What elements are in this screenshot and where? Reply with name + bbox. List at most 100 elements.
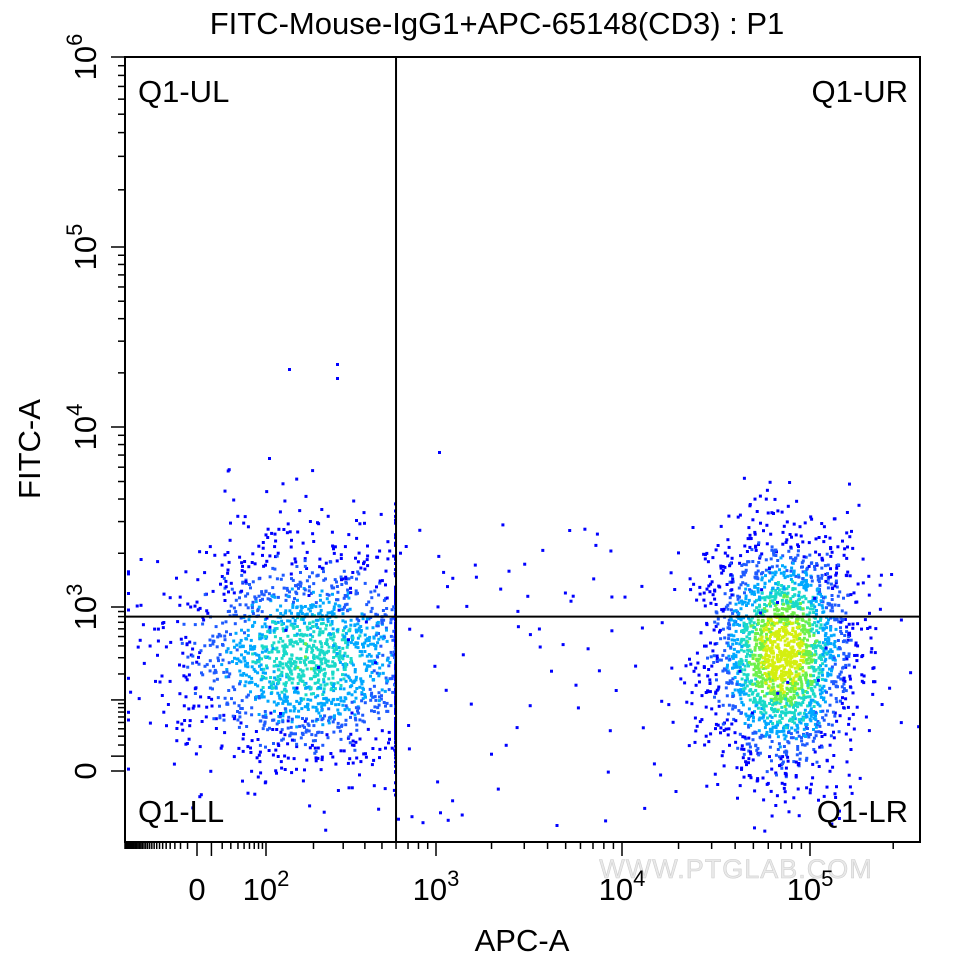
- event-dot: [258, 635, 262, 639]
- event-dot: [337, 656, 341, 660]
- event-dot: [781, 762, 784, 766]
- event-dot: [784, 694, 788, 698]
- event-dot: [829, 673, 833, 677]
- event-dot: [738, 561, 742, 565]
- event-dot: [848, 685, 852, 689]
- event-dot: [380, 621, 384, 625]
- event-dot: [312, 653, 316, 657]
- event-dot: [387, 730, 391, 734]
- event-dot: [841, 666, 845, 670]
- event-dot: [238, 603, 242, 607]
- event-dot: [805, 650, 809, 654]
- event-dot: [794, 760, 798, 764]
- event-dot: [377, 717, 381, 721]
- event-dot: [277, 681, 281, 685]
- event-dot: [538, 645, 542, 649]
- event-dot: [182, 674, 186, 678]
- event-dot: [721, 609, 725, 613]
- event-dot: [244, 680, 248, 684]
- event-dot: [860, 679, 864, 683]
- event-dot: [842, 706, 846, 710]
- event-dot: [786, 504, 790, 508]
- event-dot: [839, 677, 843, 681]
- event-dot: [294, 560, 298, 564]
- event-dot: [753, 532, 757, 536]
- event-dot: [785, 520, 789, 524]
- y-tick-label: 103: [62, 584, 103, 631]
- event-dot: [768, 579, 771, 583]
- event-dot: [798, 597, 801, 601]
- event-dot: [760, 624, 763, 628]
- event-dot: [802, 655, 806, 659]
- event-dot: [318, 557, 322, 561]
- event-dot: [823, 733, 827, 737]
- event-dot: [295, 565, 299, 568]
- event-dot: [374, 612, 378, 616]
- event-dot: [277, 744, 281, 747]
- event-dot: [847, 652, 851, 656]
- event-dot: [742, 476, 746, 480]
- event-dot: [763, 726, 767, 730]
- event-dot: [362, 562, 365, 566]
- event-dot: [312, 668, 316, 672]
- event-dot: [763, 678, 767, 682]
- event-dot: [705, 587, 709, 591]
- event-dot: [317, 668, 321, 672]
- event-dot: [728, 564, 732, 568]
- event-dot: [246, 628, 250, 632]
- event-dot: [335, 652, 339, 655]
- event-dot: [811, 680, 815, 684]
- event-dot: [716, 622, 720, 626]
- event-dot: [313, 639, 317, 643]
- event-dot: [331, 638, 335, 642]
- event-dot: [257, 577, 261, 581]
- event-dot: [180, 722, 184, 726]
- event-dot: [773, 661, 777, 665]
- event-dot: [366, 664, 370, 668]
- event-dot: [330, 686, 334, 690]
- event-dot: [320, 566, 324, 570]
- event-dot: [355, 536, 359, 540]
- event-dot: [614, 689, 618, 692]
- event-dot: [325, 663, 329, 667]
- event-dot: [755, 575, 759, 579]
- event-dot: [348, 685, 352, 689]
- event-dot: [244, 663, 248, 667]
- event-dot: [771, 575, 775, 579]
- event-dot: [272, 629, 276, 633]
- event-dot: [781, 692, 785, 696]
- event-dot: [297, 709, 301, 713]
- event-dot: [750, 548, 754, 552]
- event-dot: [451, 576, 455, 580]
- event-dot: [253, 652, 257, 656]
- event-dot: [279, 730, 283, 734]
- event-dot: [375, 631, 379, 635]
- event-dot: [776, 748, 780, 751]
- event-dot: [742, 775, 746, 779]
- event-dot: [775, 668, 779, 672]
- event-dot: [263, 622, 267, 626]
- event-dot: [194, 686, 198, 690]
- event-dot: [251, 647, 255, 651]
- event-dot: [359, 566, 363, 570]
- event-dot: [253, 620, 257, 624]
- event-dot: [757, 668, 761, 672]
- event-dot: [390, 746, 394, 750]
- event-dot: [274, 769, 278, 773]
- event-dot: [245, 725, 249, 728]
- event-dot: [237, 746, 241, 750]
- event-dot: [317, 686, 321, 689]
- event-dot: [436, 605, 440, 609]
- event-dot: [749, 624, 753, 628]
- event-dot: [816, 578, 820, 582]
- event-dot: [205, 705, 209, 709]
- event-dot: [311, 705, 315, 709]
- event-dot: [260, 610, 264, 614]
- event-dot: [357, 706, 361, 710]
- event-dot: [780, 673, 783, 676]
- event-dot: [303, 564, 307, 568]
- event-dot: [769, 604, 772, 608]
- event-dot: [235, 648, 239, 652]
- event-dot: [839, 620, 843, 624]
- event-dot: [862, 674, 866, 678]
